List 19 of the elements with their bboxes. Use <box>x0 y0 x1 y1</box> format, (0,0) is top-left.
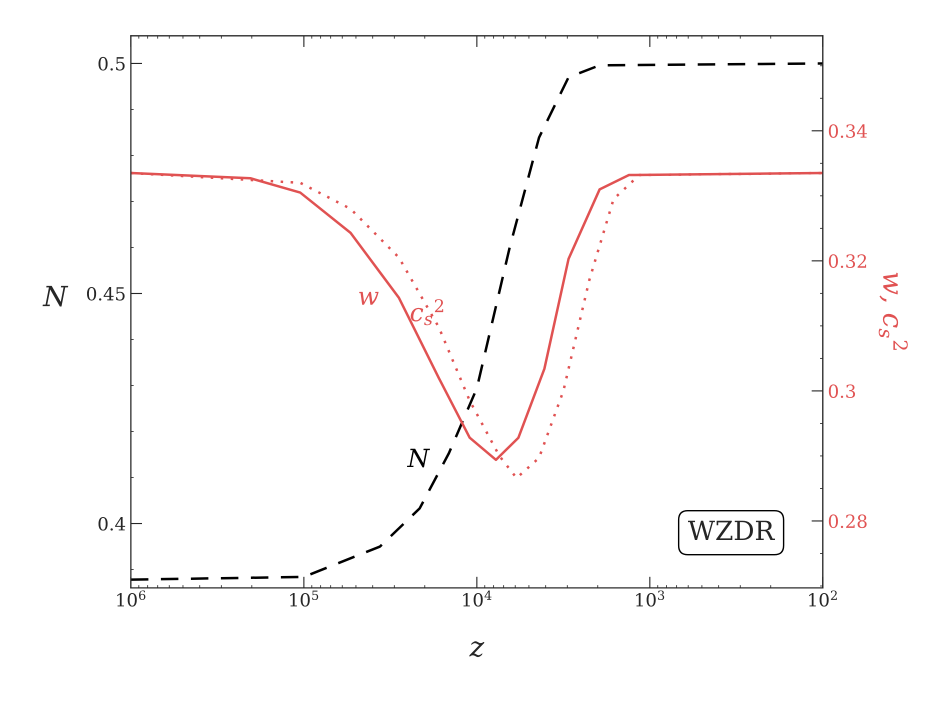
y2-tick-label: 0.28 <box>828 514 867 528</box>
series-label: N <box>406 448 430 468</box>
x-tick-label: 10$^{6}$ <box>117 590 146 607</box>
y2-axis-title: w, c$_{s}$$^{2}$ <box>878 272 908 350</box>
y-tick-label: 0.45 <box>87 286 125 301</box>
x-tick-label: 10$^{4}$ <box>463 590 492 607</box>
y2-tick-label: 0.34 <box>828 124 867 138</box>
x-axis-title: z <box>469 641 484 658</box>
series-label: c$_{s}$$^{2}$ <box>410 299 444 326</box>
y-tick-label: 0.4 <box>98 516 126 531</box>
x-tick-label: 10$^{2}$ <box>809 590 837 607</box>
x-tick-label: 10$^{3}$ <box>636 590 664 607</box>
y2-tick-label: 0.3 <box>828 384 856 398</box>
annotation: WZDR <box>688 520 775 540</box>
y2-tick-label: 0.32 <box>828 254 866 268</box>
x-tick-label: 10$^{5}$ <box>290 590 318 607</box>
y-axis-title: N <box>42 286 68 307</box>
y-tick-label: 0.5 <box>98 56 125 71</box>
series-label: w <box>359 292 379 305</box>
